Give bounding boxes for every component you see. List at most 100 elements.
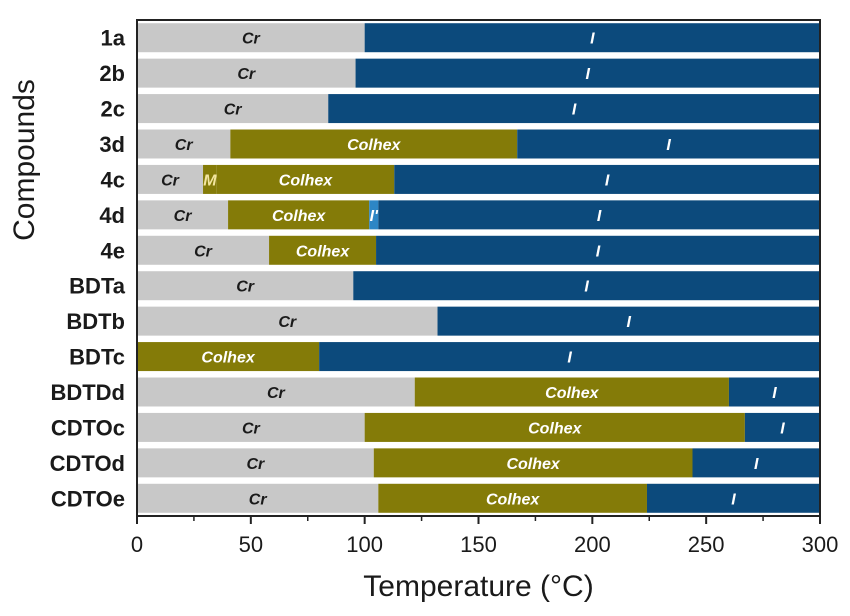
segment-label: I — [772, 385, 777, 402]
bar-row-4c: Cr M Colhex I — [137, 164, 820, 194]
bar-segment-colhex — [228, 200, 370, 230]
bar-segment-i — [328, 94, 820, 124]
x-tick-label: 100 — [346, 532, 383, 557]
segment-label: I — [731, 491, 736, 508]
x-tick-label: 300 — [802, 532, 839, 557]
x-axis-title: Temperature (°C) — [363, 570, 593, 603]
bar-segment-cr — [137, 412, 365, 442]
bar-segment-colhex — [137, 342, 320, 372]
segment-label: Cr — [278, 314, 297, 331]
bar-segment-cr — [137, 129, 231, 159]
bar-row-BDTb: Cr I — [137, 306, 820, 336]
bar-segment-i — [437, 306, 820, 336]
bar-segment-colhex — [378, 483, 647, 513]
segment-label: Cr — [267, 385, 286, 402]
bar-row-CDTOc: Cr Colhex I — [137, 412, 820, 442]
segment-label: Colhex — [201, 350, 255, 367]
bar-segment-i — [319, 342, 820, 372]
segment-label: I — [666, 137, 671, 154]
x-tick-label: 250 — [688, 532, 725, 557]
bar-row-CDTOd: Cr Colhex I — [137, 448, 820, 478]
bar-row-BDTa: Cr I — [137, 271, 820, 301]
segment-label: Cr — [237, 66, 256, 83]
segment-label: Cr — [249, 491, 268, 508]
category-label: BDTa — [69, 274, 126, 299]
segment-label: I — [567, 350, 572, 367]
segment-label: I — [627, 314, 632, 331]
segment-label: Colhex — [506, 456, 560, 473]
segment-label: I — [584, 279, 589, 296]
bar-segment-m — [203, 164, 217, 194]
segment-label: I — [754, 456, 759, 473]
x-tick-label: 50 — [239, 532, 263, 557]
bar-segment-i — [353, 271, 820, 301]
bar-segment-i — [394, 164, 820, 194]
segment-label: Cr — [246, 456, 265, 473]
bar-row-BDTDd: Cr Colhex I — [137, 377, 820, 407]
segment-label: Colhex — [347, 137, 401, 154]
bar-segment-colhex — [373, 448, 693, 478]
bar-segment-i — [376, 235, 820, 265]
category-label: BDTDd — [50, 380, 125, 405]
bar-segment-cr — [137, 271, 354, 301]
segment-label: Colhex — [545, 385, 599, 402]
bar-segment-i — [378, 200, 820, 230]
segment-label: Cr — [224, 102, 243, 119]
segment-label: I — [590, 31, 595, 48]
bar-segment-colhex — [230, 129, 518, 159]
bar-segment-i — [646, 483, 820, 513]
category-label: 3d — [99, 132, 125, 157]
x-tick-label: 0 — [131, 532, 143, 557]
segment-label: Colhex — [528, 420, 582, 437]
bar-row-4d: Cr Colhex I' I — [137, 200, 820, 230]
y-axis-title: Compounds — [8, 79, 41, 241]
x-tick-label: 150 — [460, 532, 497, 557]
bar-row-CDTOe: Cr Colhex I — [137, 483, 820, 513]
segment-label: I' — [370, 208, 379, 225]
segment-label: I — [780, 420, 785, 437]
segment-label: Cr — [242, 31, 261, 48]
bar-segment-i — [728, 377, 820, 407]
segment-label: Cr — [242, 420, 261, 437]
bar-row-2c: Cr I — [137, 94, 820, 124]
category-label: BDTc — [69, 345, 125, 370]
x-axis-ticks: 0 50 100 150 200 250 300 — [131, 516, 838, 557]
category-label: CDTOe — [51, 486, 125, 511]
segment-label: I — [605, 172, 610, 189]
bar-row-2b: Cr I — [137, 58, 820, 88]
segment-label: Colhex — [486, 491, 540, 508]
bar-segment-cr — [137, 377, 415, 407]
bar-segment-cr — [137, 164, 204, 194]
segment-label: Cr — [175, 137, 194, 154]
bars-layer: Cr ICr ICr ICr Colhex ICr M Colhex ICr Colhex I' IC… — [137, 23, 820, 513]
category-label: 4c — [101, 167, 125, 192]
bar-segment-cr — [137, 483, 379, 513]
segment-label: I — [572, 102, 577, 119]
segment-label: Cr — [161, 172, 180, 189]
category-label: CDTOd — [50, 451, 125, 476]
x-tick-label: 200 — [574, 532, 611, 557]
segment-label: Colhex — [279, 172, 333, 189]
bar-row-3d: Cr Colhex I — [137, 129, 820, 159]
bar-segment-i — [517, 129, 820, 159]
category-labels: 1a 2b 2c 3d 4c 4d 4e BDTa BDTb BDTc BDTDd CDTOc CDTO… — [50, 26, 126, 512]
bar-segment-colhex — [216, 164, 395, 194]
bar-segment-cr — [137, 200, 229, 230]
category-label: 1a — [101, 26, 126, 51]
bar-segment-cr — [137, 94, 329, 124]
bar-segment-cr — [137, 448, 374, 478]
bar-segment-i — [692, 448, 820, 478]
bar-segment-i — [355, 58, 820, 88]
bar-segment-i — [744, 412, 820, 442]
segment-label: Cr — [236, 279, 255, 296]
segment-label: I — [596, 243, 601, 260]
category-label: 4e — [101, 238, 125, 263]
bar-segment-i — [369, 200, 379, 230]
bar-segment-cr — [137, 235, 270, 265]
segment-label: Colhex — [272, 208, 326, 225]
bar-segment-colhex — [414, 377, 729, 407]
segment-label: Cr — [174, 208, 193, 225]
segment-label: I — [586, 66, 591, 83]
category-label: 2b — [99, 61, 125, 86]
